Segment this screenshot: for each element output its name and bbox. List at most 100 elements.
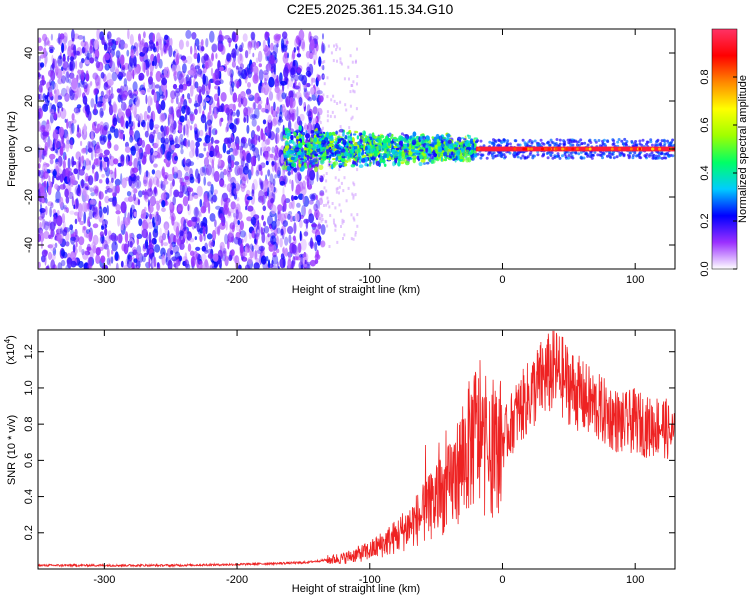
figure-title: C2E5.2025.361.15.34.G10	[287, 1, 454, 17]
heatmap-cell	[412, 131, 417, 137]
heatmap-cell	[136, 150, 141, 160]
heatmap-cell	[38, 55, 41, 62]
heatmap-cell	[352, 237, 355, 241]
heatmap-cell	[271, 161, 276, 166]
heatmap-cell	[627, 156, 631, 160]
heatmap-cell	[288, 139, 292, 144]
heatmap-cell	[337, 130, 340, 133]
heatmap-cell	[290, 156, 295, 161]
heatmap-cell	[287, 170, 291, 176]
heatmap-cell	[318, 115, 321, 119]
heatmap-cell	[234, 161, 240, 166]
heatmap-cell	[343, 77, 346, 81]
heatmap-cell	[203, 142, 207, 147]
heatmap-cell	[306, 261, 311, 266]
heatmap-cell	[300, 238, 307, 251]
heatmap-cell	[326, 196, 329, 200]
heatmap-cell	[50, 202, 54, 209]
heatmap-cell	[94, 49, 100, 59]
heatmap-cell	[99, 152, 104, 158]
heatmap-cell	[78, 156, 81, 168]
heatmap-cell	[281, 92, 287, 100]
heatmap-cell	[545, 152, 549, 155]
heatmap-cell	[83, 123, 87, 136]
heatmap-cell	[94, 56, 99, 62]
heatmap-cell	[156, 52, 161, 64]
heatmap-cell	[356, 82, 358, 86]
heatmap-cell	[658, 156, 662, 160]
heatmap-cell	[295, 184, 301, 195]
heatmap-cell	[351, 115, 354, 119]
spectrogram-ytick-label: -40	[23, 237, 35, 253]
heatmap-cell	[163, 43, 167, 53]
heatmap-cell	[569, 151, 573, 155]
heatmap-cell	[270, 42, 274, 51]
heatmap-cell	[146, 68, 150, 77]
heatmap-cell	[129, 129, 134, 136]
heatmap-cell	[53, 128, 58, 133]
heatmap-cell	[246, 152, 252, 164]
heatmap-cell	[313, 203, 318, 212]
heatmap-cell	[500, 155, 504, 159]
heatmap-cell	[301, 41, 306, 52]
heatmap-cell	[130, 48, 134, 59]
heatmap-cell	[238, 66, 243, 76]
heatmap-cell	[147, 221, 154, 229]
heatmap-cell	[460, 147, 465, 154]
heatmap-cell	[163, 67, 168, 78]
heatmap-cell	[154, 244, 161, 253]
heatmap-cell	[184, 114, 188, 121]
heatmap-cell	[187, 191, 190, 202]
heatmap-cell	[54, 138, 61, 149]
heatmap-cell	[73, 168, 79, 175]
heatmap-cell	[141, 208, 147, 220]
heatmap-cell	[231, 61, 236, 68]
heatmap-cell	[175, 96, 179, 105]
snr-ytick-label: 0.8	[23, 417, 35, 432]
heatmap-cell	[490, 154, 494, 158]
heatmap-cell	[261, 107, 266, 113]
heatmap-cell	[351, 60, 354, 64]
heatmap-cell	[303, 218, 310, 224]
heatmap-cell	[269, 173, 274, 185]
heatmap-cell	[117, 233, 123, 244]
heatmap-cell	[231, 87, 234, 92]
heatmap-cell	[143, 194, 148, 201]
heatmap-cell	[287, 226, 294, 235]
heatmap-cell	[130, 68, 134, 76]
heatmap-cell	[48, 175, 51, 183]
heatmap-cell	[408, 151, 413, 156]
heatmap-cell	[339, 60, 342, 64]
heatmap-cell	[391, 133, 394, 137]
heatmap-cell	[48, 69, 53, 77]
heatmap-cell	[207, 112, 210, 121]
heatmap-cell	[69, 89, 75, 101]
heatmap-cell	[88, 141, 94, 153]
heatmap-cell	[273, 154, 279, 161]
heatmap-cell	[508, 142, 512, 146]
heatmap-cell	[69, 224, 74, 231]
heatmap-cell	[338, 191, 340, 195]
heatmap-cell	[284, 212, 289, 219]
heatmap-cell	[335, 157, 338, 162]
heatmap-cell	[113, 128, 119, 139]
heatmap-cell	[42, 218, 46, 230]
heatmap-cell	[57, 55, 63, 67]
heatmap-cell	[138, 163, 142, 175]
heatmap-cell	[195, 146, 199, 158]
heatmap-cell	[264, 127, 268, 134]
heatmap-cell	[284, 145, 290, 149]
heatmap-cell	[136, 265, 139, 269]
heatmap-cell	[245, 205, 248, 211]
heatmap-cell	[353, 90, 356, 94]
heatmap-cell	[209, 264, 213, 269]
heatmap-cell	[337, 135, 340, 138]
heatmap-cell	[161, 200, 166, 208]
heatmap-cell	[400, 143, 403, 147]
heatmap-cell	[69, 139, 74, 150]
heatmap-cell	[62, 159, 66, 170]
heatmap-cell	[94, 151, 97, 158]
heatmap-cell	[213, 189, 218, 195]
heatmap-cell	[383, 152, 388, 159]
